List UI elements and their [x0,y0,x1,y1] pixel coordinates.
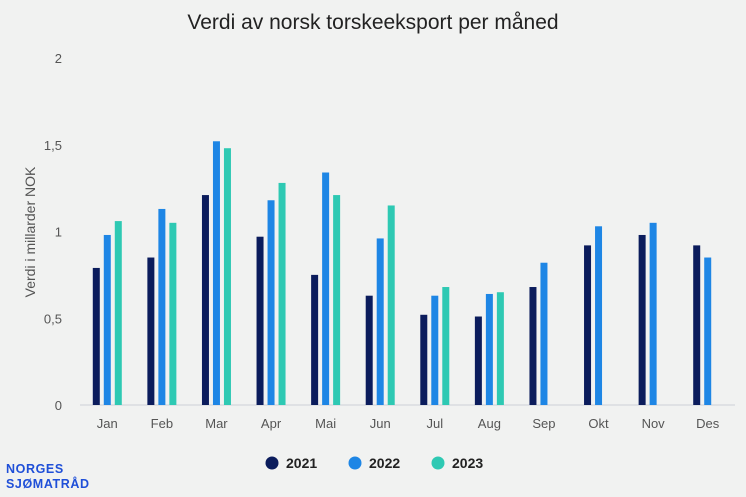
legend-marker-2021 [265,456,279,470]
y-tick-label: 0 [55,398,62,413]
bar-2021-mai [311,274,319,405]
bar-2022-nov [649,222,657,405]
bar-2023-mar [223,148,231,405]
bar-2023-apr [278,182,286,405]
x-tick-label-des: Des [696,416,720,431]
x-tick-label-feb: Feb [151,416,173,431]
bar-2022-jun [376,238,384,405]
x-tick-label-aug: Aug [478,416,501,431]
bar-2021-okt [584,245,592,405]
bar-2022-des [704,257,712,405]
bar-2023-feb [169,222,177,405]
bar-2023-aug [496,292,504,405]
legend-marker-2023 [431,456,445,470]
bar-2022-jan [103,234,111,405]
y-tick-label: 0,5 [44,311,62,326]
bar-2023-jan [114,221,122,405]
bar-2022-jul [431,295,439,405]
norges-sjomatrad-logo: NORGES SJØMATRÅD [6,462,90,492]
x-tick-label-jun: Jun [370,416,391,431]
bar-2021-jun [365,295,373,405]
bar-2021-aug [474,316,482,405]
bar-2022-okt [595,226,603,405]
x-tick-label-jul: Jul [426,416,443,431]
logo-line-2: SJØMATRÅD [6,477,90,491]
y-tick-label: 1 [55,225,62,240]
y-axis-label: Verdi i millarder NOK [22,166,38,297]
x-tick-label-mai: Mai [315,416,336,431]
bar-2021-mar [201,195,209,405]
y-tick-label: 1,5 [44,138,62,153]
x-tick-label-okt: Okt [588,416,609,431]
bar-2021-apr [256,236,264,405]
y-tick-label: 2 [55,51,62,66]
bar-2023-jun [387,205,395,405]
x-tick-label-apr: Apr [261,416,282,431]
bar-2021-feb [147,257,155,405]
bar-2023-mai [333,195,341,405]
bar-2022-sep [540,262,548,405]
bar-2021-jan [92,267,100,405]
bar-2021-jul [420,314,428,405]
bar-2021-sep [529,287,537,405]
legend-label-2023: 2023 [452,455,483,471]
bar-2023-jul [442,287,450,405]
bar-2022-aug [485,293,493,405]
bar-2022-apr [267,200,275,405]
legend-label-2022: 2022 [369,455,400,471]
x-tick-label-jan: Jan [97,416,118,431]
bar-2022-mai [322,172,330,405]
bar-2021-nov [638,234,646,405]
chart-title: Verdi av norsk torskeeksport per måned [187,11,558,34]
legend-label-2021: 2021 [286,455,317,471]
x-tick-label-sep: Sep [532,416,555,431]
legend-marker-2022 [348,456,362,470]
bar-2022-mar [212,141,220,405]
x-tick-label-nov: Nov [642,416,666,431]
bar-2021-des [693,245,701,405]
logo-line-1: NORGES [6,462,64,476]
bar-2022-feb [158,208,166,405]
x-tick-label-mar: Mar [205,416,228,431]
